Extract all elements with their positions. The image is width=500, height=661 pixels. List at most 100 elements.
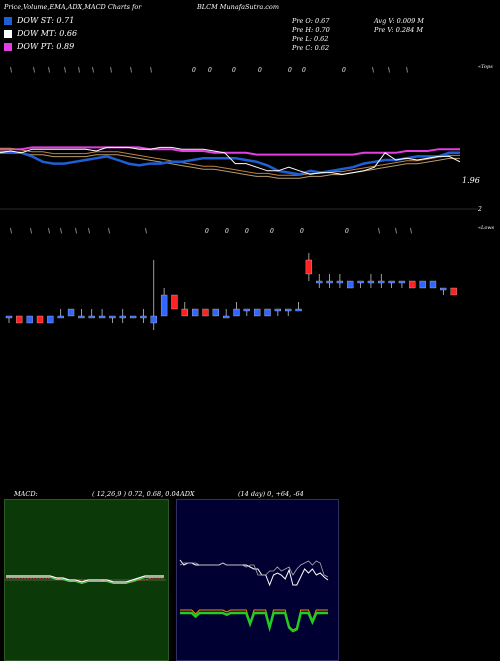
- candle-body: [129, 315, 137, 319]
- low-marker: \: [48, 228, 50, 235]
- candle-body: [388, 280, 395, 284]
- candle-body: [295, 308, 302, 312]
- low-marker: \: [410, 228, 412, 235]
- candle-body: [326, 280, 333, 284]
- top-marker: \: [78, 67, 80, 74]
- candle-body: [316, 280, 323, 284]
- candle-body: [5, 315, 13, 319]
- legend-dow-pt: DOW PT: 0.89: [4, 42, 74, 51]
- candle-body: [347, 280, 354, 289]
- macd-histogram-line: [6, 577, 164, 585]
- low-marker: \: [10, 228, 12, 235]
- top-marker: \: [388, 67, 390, 74]
- adx-panel: [176, 499, 339, 661]
- candle-body: [450, 287, 457, 296]
- macd-line: [6, 575, 164, 583]
- candle-body: [223, 315, 230, 319]
- adx-line: [180, 611, 328, 633]
- top-marker: \: [150, 67, 152, 74]
- stat-prev-volume: Pre V: 0.284 M: [374, 26, 424, 34]
- candle-body: [357, 280, 364, 284]
- low-marker: \: [395, 228, 397, 235]
- candle-body: [254, 308, 261, 317]
- candle-body: [419, 280, 426, 289]
- stat-prev-low: Pre L: 0.62: [292, 35, 329, 43]
- top-marker: \: [64, 67, 66, 74]
- top-marker: \: [92, 67, 94, 74]
- top-marker: \: [48, 67, 50, 74]
- top-marker: 0: [258, 67, 262, 74]
- candle-body: [98, 315, 106, 319]
- candle-body: [36, 315, 44, 324]
- candle-body: [171, 294, 178, 310]
- legend-label-pt: DOW PT: 0.89: [17, 42, 75, 51]
- candle-body: [409, 280, 416, 289]
- price-last-label: 1.96: [462, 176, 480, 185]
- top-marker: \: [130, 67, 132, 74]
- top-marker: 0: [288, 67, 292, 74]
- adx-orange-line: [180, 609, 328, 631]
- candle-body: [67, 308, 75, 317]
- candle-body: [57, 315, 64, 319]
- ema-line-brown: [0, 150, 460, 179]
- candle-body: [264, 308, 271, 317]
- candle-body: [440, 287, 447, 291]
- candle-body: [398, 280, 406, 284]
- candle-body: [285, 308, 292, 312]
- candle-body: [429, 280, 437, 289]
- tops-label: «Tops: [478, 64, 493, 70]
- candle-body: [26, 315, 33, 324]
- stat-avg-volume: Avg V: 0.009 M: [374, 17, 424, 25]
- stat-prev-high: Pre H: 0.70: [292, 26, 330, 34]
- candle-body: [119, 315, 126, 319]
- legend-swatch-st: [4, 16, 12, 25]
- low-marker: \: [60, 228, 62, 235]
- candle-body: [47, 315, 54, 324]
- top-marker: 0: [192, 67, 196, 74]
- adx-minus-di-line: [179, 560, 329, 578]
- low-marker: 0: [300, 228, 304, 235]
- adx-label: ADX: [180, 490, 195, 498]
- top-marker: 0: [342, 67, 346, 74]
- candle-body: [160, 294, 168, 317]
- low-marker: \: [378, 228, 380, 235]
- chart-header-title: Price,Volume,EMA,ADX,MACD Charts for: [4, 3, 142, 11]
- stat-prev-open: Pre O: 0.67: [292, 17, 330, 25]
- price-close-line: [0, 146, 461, 175]
- legend-dow-mt: DOW MT: 0.66: [4, 29, 77, 38]
- candle-body: [336, 280, 344, 284]
- low-marker: 0: [205, 228, 209, 235]
- candle-body: [150, 315, 157, 324]
- candle-body: [233, 308, 240, 317]
- macd-params: ( 12,26,9 ) 0.72, 0.68, 0.04: [92, 490, 180, 498]
- price-right-label: 2: [478, 206, 482, 213]
- dow-pt-line: [0, 146, 460, 156]
- legend-swatch-mt: [4, 29, 12, 38]
- top-marker: \: [406, 67, 408, 74]
- top-marker: \: [372, 67, 374, 74]
- candle-body: [202, 308, 209, 317]
- candle-body: [140, 315, 147, 319]
- top-marker: 0: [232, 67, 236, 74]
- candle-body: [16, 315, 23, 324]
- low-marker: \: [30, 228, 32, 235]
- low-marker: \: [108, 228, 110, 235]
- top-marker: 0: [208, 67, 212, 74]
- legend-label-mt: DOW MT: 0.66: [17, 29, 78, 38]
- candle-body: [109, 315, 116, 319]
- low-marker: 0: [345, 228, 349, 235]
- low-marker: 0: [270, 228, 274, 235]
- legend-swatch-pt: [4, 42, 12, 51]
- low-marker: \: [88, 228, 90, 235]
- top-marker: \: [110, 67, 112, 74]
- low-marker: 0: [245, 228, 249, 235]
- top-marker: 0: [302, 67, 306, 74]
- lows-label: «Lows: [478, 225, 495, 231]
- candle-body: [378, 280, 385, 284]
- candle-body: [212, 308, 219, 317]
- candle-body: [88, 315, 95, 319]
- chart-header-site: BLCM MunafaSutra.com: [197, 3, 279, 11]
- adx-params: (14 day) 0, +64, -64: [238, 490, 304, 498]
